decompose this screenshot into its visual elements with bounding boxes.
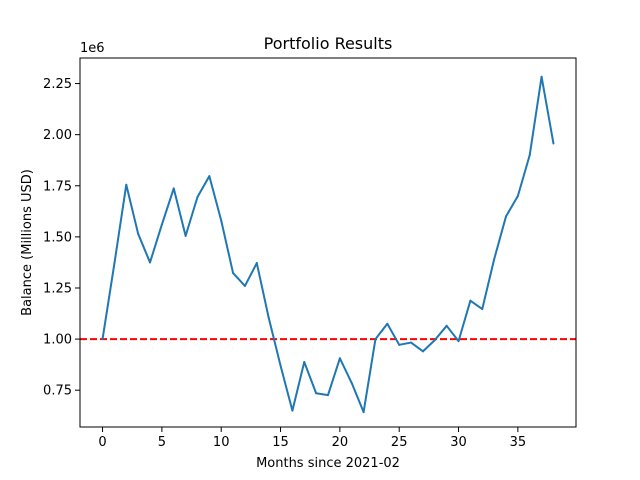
x-tick-label: 35 [510, 435, 527, 450]
data-point [528, 154, 531, 157]
data-point [481, 308, 484, 311]
data-point [338, 357, 341, 360]
data-point [457, 340, 460, 343]
data-point [516, 194, 519, 197]
data-point [291, 409, 294, 412]
data-point [208, 175, 211, 178]
data-point [398, 343, 401, 346]
data-point [279, 364, 282, 367]
y-tick-label: 2.25 [43, 77, 72, 92]
y-tick-label: 2.00 [43, 128, 72, 143]
data-point [433, 339, 436, 342]
data-point [315, 392, 318, 395]
y-axis: 0.75 1.00 1.25 1.50 1.75 2.00 2.25 [43, 77, 80, 399]
y-tick-label: 1.50 [43, 230, 72, 245]
data-point [540, 75, 543, 78]
data-point [362, 411, 365, 414]
data-point [220, 219, 223, 222]
data-point [101, 338, 104, 341]
data-point [196, 196, 199, 199]
x-tick-label: 5 [158, 435, 166, 450]
data-point [113, 262, 116, 265]
x-axis-label: Months since 2021-02 [256, 456, 400, 471]
x-axis: 0 5 10 15 20 25 30 35 [98, 427, 526, 450]
series-group [101, 75, 555, 414]
x-tick-label: 0 [98, 435, 106, 450]
y-tick-label: 1.75 [43, 179, 72, 194]
data-point [160, 223, 163, 226]
data-point [327, 394, 329, 397]
data-point [255, 262, 258, 265]
data-point [374, 338, 377, 341]
data-point [445, 324, 448, 327]
data-point [493, 258, 496, 261]
data-point [149, 261, 152, 264]
plot-frame [79, 57, 577, 428]
data-point [232, 272, 235, 275]
y-axis-offset-label: 1e6 [80, 41, 105, 56]
data-point [350, 382, 353, 385]
chart-title: Portfolio Results [264, 34, 393, 53]
x-tick-label: 10 [213, 435, 230, 450]
x-tick-label: 25 [391, 435, 408, 450]
y-tick-label: 0.75 [43, 384, 72, 399]
data-point [137, 232, 140, 235]
data-point [267, 316, 270, 319]
data-point [243, 284, 246, 287]
data-point [504, 215, 507, 218]
y-axis-label: Balance (Millions USD) [20, 169, 35, 316]
data-point [172, 187, 175, 190]
data-point [410, 341, 413, 344]
y-tick-label: 1.00 [43, 333, 72, 348]
data-point [386, 322, 389, 325]
data-point [184, 234, 187, 237]
x-tick-label: 30 [450, 435, 467, 450]
data-point [421, 350, 424, 353]
plot-area [80, 58, 576, 427]
data-point [303, 360, 306, 363]
data-point [469, 299, 472, 302]
x-tick-label: 15 [272, 435, 289, 450]
y-tick-label: 1.25 [43, 281, 72, 296]
data-point [552, 142, 555, 145]
data-point [125, 183, 128, 186]
x-tick-label: 20 [332, 435, 349, 450]
